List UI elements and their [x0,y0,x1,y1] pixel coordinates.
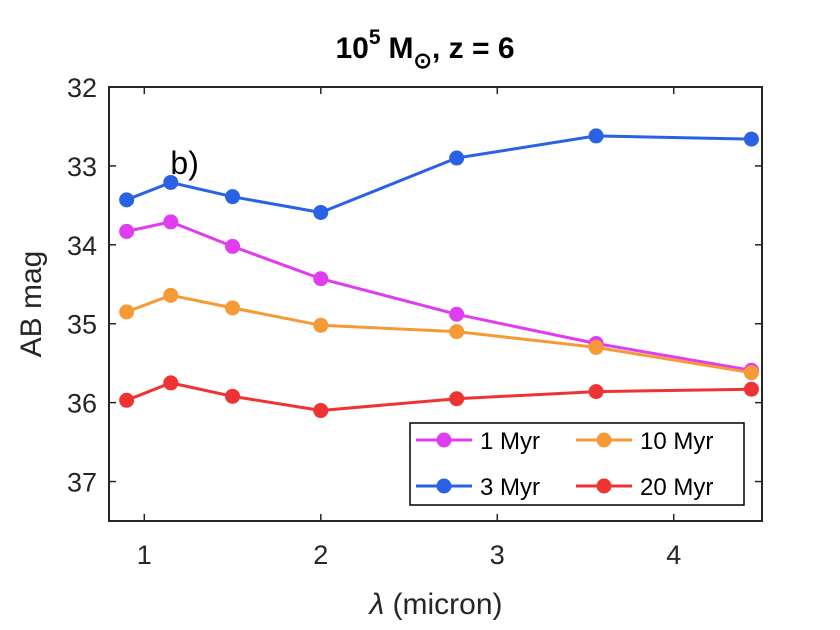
y-tick-label: 34 [67,231,97,261]
data-point-10-myr [225,300,241,316]
x-axis-label-text: (micron) [384,588,502,621]
data-point-3-myr [449,150,465,166]
title-exponent: 5 [369,26,381,49]
data-point-1-myr [225,238,241,254]
series-lines [119,128,759,419]
y-tick-label: 35 [67,310,97,340]
data-point-10-myr [163,287,179,303]
y-tick-label: 37 [67,468,97,498]
chart-title: 105 M⊙, z = 6 [335,26,514,73]
data-point-3-myr [588,128,604,144]
data-point-1-myr [163,214,179,230]
axes-box [108,86,763,522]
legend-swatch-marker-20-myr [596,478,612,494]
legend: 1 Myr 10 Myr 3 Myr 20 Myr [409,422,745,506]
data-point-20-myr [743,381,759,397]
title-unit: M [389,32,414,65]
data-point-3-myr [163,174,179,190]
x-tick-label: 4 [666,540,681,570]
legend-swatch-marker-10-myr [596,432,612,448]
data-point-20-myr [163,375,179,391]
data-point-3-myr [313,204,329,220]
data-point-1-myr [449,306,465,322]
data-point-20-myr [119,392,135,408]
x-axis-symbol: λ [367,588,384,621]
x-tick-label: 3 [490,540,505,570]
data-point-1-myr [313,271,329,287]
data-point-20-myr [588,384,604,400]
data-point-10-myr [588,339,604,355]
x-axis-label: λ (micron) [367,588,502,621]
data-point-20-myr [225,388,241,404]
legend-swatch-marker-1-myr [436,432,452,448]
x-tick-label: 1 [137,540,152,570]
legend-label-1-myr: 1 Myr [480,428,540,455]
data-point-10-myr [449,324,465,340]
x-tick-label: 2 [313,540,328,570]
data-point-10-myr [119,304,135,320]
title-suffix: , z = 6 [432,32,515,65]
legend-label-10-myr: 10 Myr [640,428,713,455]
data-point-1-myr [119,223,135,239]
data-point-3-myr [743,131,759,147]
data-point-20-myr [449,391,465,407]
y-tick-label: 33 [67,152,97,182]
y-tick-label: 36 [67,389,97,419]
legend-label-3-myr: 3 Myr [480,474,540,501]
data-point-10-myr [313,317,329,333]
data-point-3-myr [119,192,135,208]
annotation-label: b) [170,145,198,181]
data-point-10-myr [743,365,759,381]
data-point-20-myr [313,403,329,419]
legend-label-20-myr: 20 Myr [640,474,713,501]
title-unit-sub: ⊙ [414,48,432,73]
legend-box [409,422,745,506]
title-base: 10 [335,32,368,65]
data-point-3-myr [225,189,241,205]
legend-swatch-marker-3-myr [436,478,452,494]
y-tick-label: 32 [67,73,97,103]
y-axis-label: AB mag [15,251,48,358]
